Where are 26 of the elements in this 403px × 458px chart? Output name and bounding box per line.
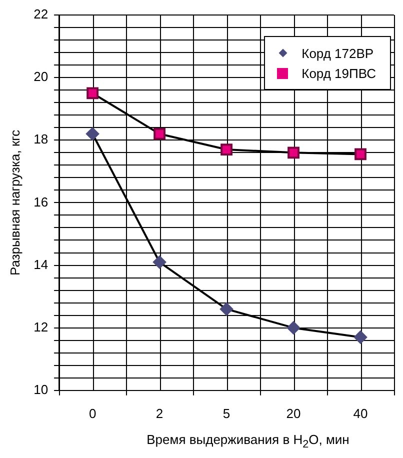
- x-tick-label: 2: [156, 406, 164, 421]
- point: [154, 128, 166, 140]
- point: [220, 144, 232, 156]
- y-tick-label: 22: [34, 6, 48, 22]
- x-tick-label: 5: [222, 406, 230, 421]
- x-axis-title: Время выдерживания в H$_{2}$O, мин: [146, 432, 350, 451]
- legend-label: Корд 172ВР: [302, 46, 374, 60]
- point: [287, 321, 300, 334]
- point: [354, 148, 366, 160]
- x-tick-label: 20: [286, 406, 301, 421]
- point: [86, 127, 100, 140]
- point: [220, 302, 234, 316]
- y-tick-label: 12: [34, 319, 48, 334]
- y-tick-label: 16: [34, 194, 48, 210]
- point: [288, 146, 300, 159]
- point: [86, 87, 99, 100]
- legend-label: Корд 19ПВС: [302, 66, 376, 80]
- y-tick-label: 18: [34, 132, 48, 147]
- x-tick-label: 0: [88, 406, 96, 421]
- y-tick-label: 20: [34, 69, 48, 84]
- point: [153, 256, 166, 269]
- y-axis-title: Разрывная нагрузка, кгс: [7, 129, 22, 276]
- y-tick-label: 14: [34, 256, 48, 272]
- x-tick-label: 40: [353, 406, 368, 421]
- point: [354, 330, 368, 344]
- y-tick-label: 10: [34, 382, 48, 397]
